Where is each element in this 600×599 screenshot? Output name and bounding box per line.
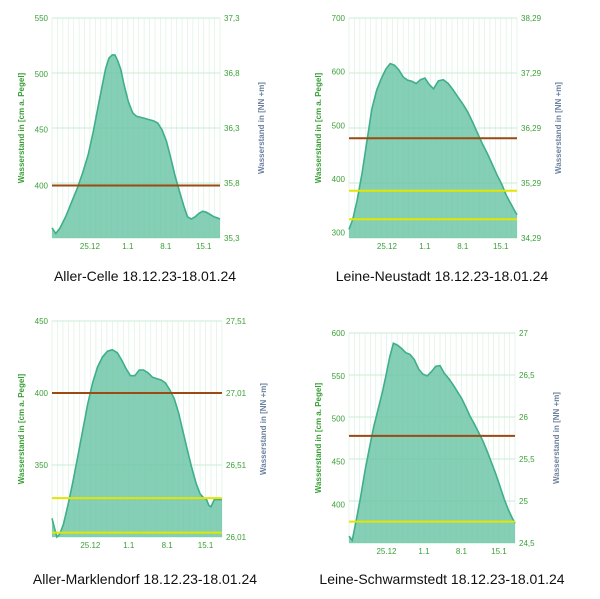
water-level-area [349, 63, 517, 238]
y-tick-label: 550 [35, 14, 49, 23]
y-tick-label: 400 [35, 389, 49, 398]
y-tick-label: 350 [35, 461, 49, 470]
y-axis-title: Wasserstand in [cm a. Pegel] [17, 373, 26, 484]
y-tick-label: 400 [332, 175, 346, 184]
y-right-axis-title: Wasserstand in [NN +m] [552, 392, 561, 484]
y-right-tick-label: 37,29 [521, 69, 542, 78]
y-right-tick-label: 27,51 [226, 317, 247, 326]
y-right-tick-label: 26 [519, 413, 528, 422]
y-tick-label: 400 [35, 182, 49, 191]
y-tick-label: 500 [332, 121, 346, 130]
y-right-tick-label: 35,8 [224, 179, 240, 188]
x-tick-label: 8.1 [162, 541, 174, 550]
y-tick-label: 450 [35, 317, 49, 326]
y-right-tick-label: 38,29 [521, 14, 542, 23]
water-level-area [52, 349, 222, 537]
y-right-tick-label: 27,01 [226, 389, 247, 398]
chart-leine-neustadt: 300 400 500 600 700 34,29 35,29 36,29 37,29 38,29… [314, 14, 563, 251]
x-tick-label: 15.1 [196, 242, 212, 251]
y-right-tick-label: 27 [519, 329, 528, 338]
x-tick-label: 25.12 [80, 242, 101, 251]
chart-panel-leine-schwarmstedt: 400 450 500 550 600 24,5 25 25,5 26 26,5 27 25.12 1.… [307, 313, 577, 587]
x-tick-label: 8.1 [160, 242, 172, 251]
y-right-tick-label: 37,3 [224, 14, 240, 23]
y-right-tick-label: 25,5 [519, 455, 535, 464]
y-right-tick-label: 36,29 [521, 124, 542, 133]
y-right-tick-label: 24,5 [519, 539, 535, 548]
y-right-tick-label: 35,29 [521, 179, 542, 188]
chart-leine-schwarmstedt: 400 450 500 550 600 24,5 25 25,5 26 26,5 27 25.12 1.… [314, 329, 561, 556]
x-tick-label: 25.12 [376, 547, 397, 556]
chart-caption: Leine-Neustadt 18.12.23-18.01.24 [335, 268, 549, 284]
y-tick-label: 500 [35, 70, 49, 79]
x-tick-label: 1.1 [419, 242, 431, 251]
water-level-line [51, 54, 221, 235]
y-tick-label: 500 [332, 415, 346, 424]
water-level-area [52, 54, 220, 239]
y-right-tick-label: 25 [519, 497, 528, 506]
chart-caption: Aller-Celle 18.12.23-18.01.24 [53, 268, 237, 284]
y-axis-title: Wasserstand in [cm a. Pegel] [314, 382, 323, 493]
y-tick-label: 700 [332, 14, 346, 23]
y-right-tick-label: 34,29 [521, 234, 542, 243]
x-tick-label: 1.1 [418, 547, 430, 556]
y-tick-label: 600 [332, 329, 346, 338]
y-tick-label: 450 [35, 126, 49, 135]
y-right-tick-label: 36,8 [224, 69, 240, 78]
x-tick-label: 1.1 [122, 242, 134, 251]
y-right-axis-title: Wasserstand in [NN +m] [554, 82, 563, 174]
chart-aller-marklendorf: 350 400 450 26,01 26,51 27,01 27,51 25.12 1.1 8.1… [17, 317, 268, 550]
y-tick-label: 600 [332, 68, 346, 77]
x-tick-label: 25.12 [80, 541, 101, 550]
chart-aller-celle: 400 450 500 550 35,3 35,8 36,3 36,8 37,3 25.12 1.1… [17, 14, 266, 251]
x-tick-label: 15.1 [493, 242, 509, 251]
water-level-area [349, 343, 515, 543]
y-right-tick-label: 26,5 [519, 371, 535, 380]
y-right-tick-label: 26,51 [226, 461, 247, 470]
water-level-line [51, 348, 222, 539]
y-tick-label: 550 [332, 372, 346, 381]
x-tick-label: 8.1 [456, 547, 468, 556]
water-level-line [348, 342, 516, 543]
y-right-tick-label: 35,3 [224, 234, 240, 243]
x-tick-label: 25.12 [377, 242, 398, 251]
y-right-tick-label: 26,01 [226, 533, 247, 542]
y-right-tick-label: 36,3 [224, 124, 240, 133]
y-axis-title: Wasserstand in [cm a. Pegel] [17, 72, 26, 183]
y-tick-label: 300 [332, 229, 346, 238]
x-tick-label: 15.1 [198, 541, 214, 550]
chart-panel-leine-neustadt: 300 400 500 600 700 34,29 35,29 36,29 37,29 38,29… [307, 10, 577, 284]
y-tick-label: 400 [332, 500, 346, 509]
chart-panel-aller-celle: 400 450 500 550 35,3 35,8 36,3 36,8 37,3 25.12 1.1… [10, 10, 280, 284]
x-tick-label: 8.1 [457, 242, 469, 251]
x-tick-label: 1.1 [123, 541, 135, 550]
chart-panel-aller-marklendorf: 350 400 450 26,01 26,51 27,01 27,51 25.12 1.1 8.1… [10, 313, 280, 587]
x-tick-label: 15.1 [491, 547, 507, 556]
y-right-axis-title: Wasserstand in [NN +m] [257, 82, 266, 174]
y-right-axis-title: Wasserstand in [NN +m] [259, 383, 268, 475]
y-tick-label: 450 [332, 458, 346, 467]
chart-caption: Aller-Marklendorf 18.12.23-18.01.24 [32, 571, 258, 587]
chart-caption: Leine-Schwarmstedt 18.12.23-18.01.24 [319, 571, 565, 587]
y-axis-title: Wasserstand in [cm a. Pegel] [314, 72, 323, 183]
water-level-line [348, 62, 518, 230]
